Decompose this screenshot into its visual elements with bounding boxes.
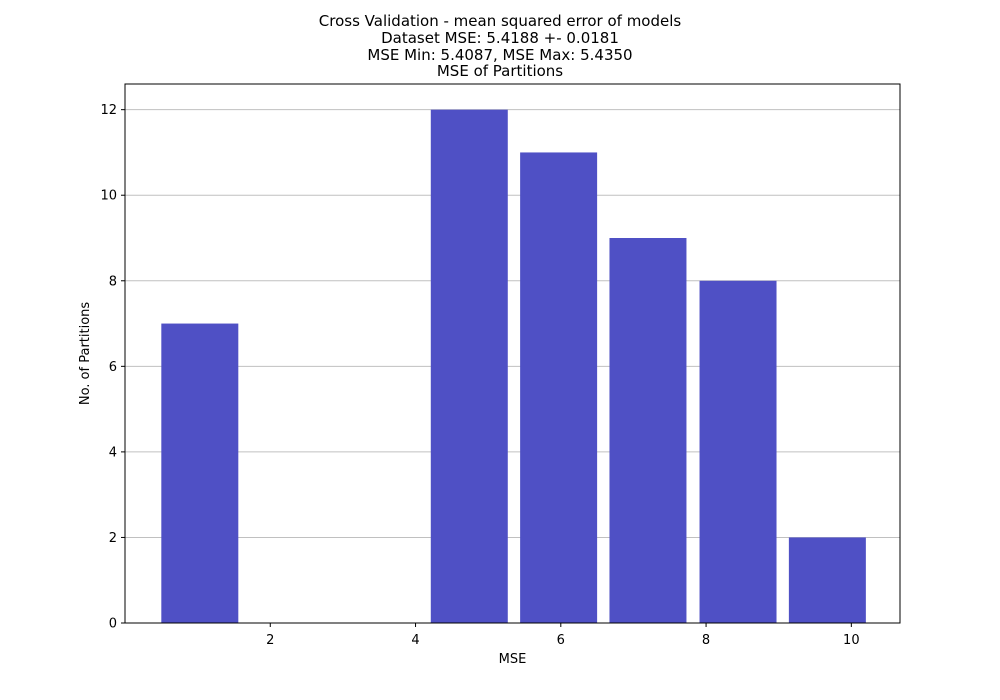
bar-8 (788, 537, 866, 623)
chart-title-line-2: Dataset MSE: 5.4188 +- 0.0181 (381, 29, 619, 47)
x-tick-label-6: 6 (557, 633, 565, 648)
bar-7 (699, 280, 777, 623)
x-tick-label-2: 2 (266, 633, 274, 648)
y-tick-label-12: 12 (100, 103, 117, 118)
bar-1 (161, 323, 239, 623)
chart-title-line-4: MSE of Partitions (437, 62, 563, 80)
y-tick-label-4: 4 (109, 445, 117, 460)
x-axis-label: MSE (499, 652, 527, 667)
x-tick-label-4: 4 (411, 633, 419, 648)
y-gridlines (125, 109, 900, 538)
y-axis-ticks: 0 2 4 6 8 10 12 (100, 103, 125, 632)
y-tick-label-6: 6 (109, 360, 117, 375)
bar-5 (520, 152, 598, 623)
y-tick-label-10: 10 (100, 189, 117, 204)
bars (161, 109, 866, 623)
y-axis-label: No. of Partitions (78, 302, 93, 406)
plot-frame (124, 83, 901, 624)
chart-title: Cross Validation - mean squared error of… (319, 12, 682, 80)
x-tick-label-8: 8 (702, 633, 710, 648)
y-tick-label-8: 8 (109, 274, 117, 289)
bar-4 (430, 109, 508, 623)
bar-6 (609, 238, 687, 623)
y-tick-label-2: 2 (109, 531, 117, 546)
x-tick-label-10: 10 (843, 633, 860, 648)
chart-title-line-1: Cross Validation - mean squared error of… (319, 12, 682, 30)
y-tick-label-0: 0 (109, 617, 117, 632)
chart-title-line-3: MSE Min: 5.4087, MSE Max: 5.4350 (367, 46, 632, 64)
x-axis-ticks: 2 4 6 8 10 (266, 623, 860, 648)
